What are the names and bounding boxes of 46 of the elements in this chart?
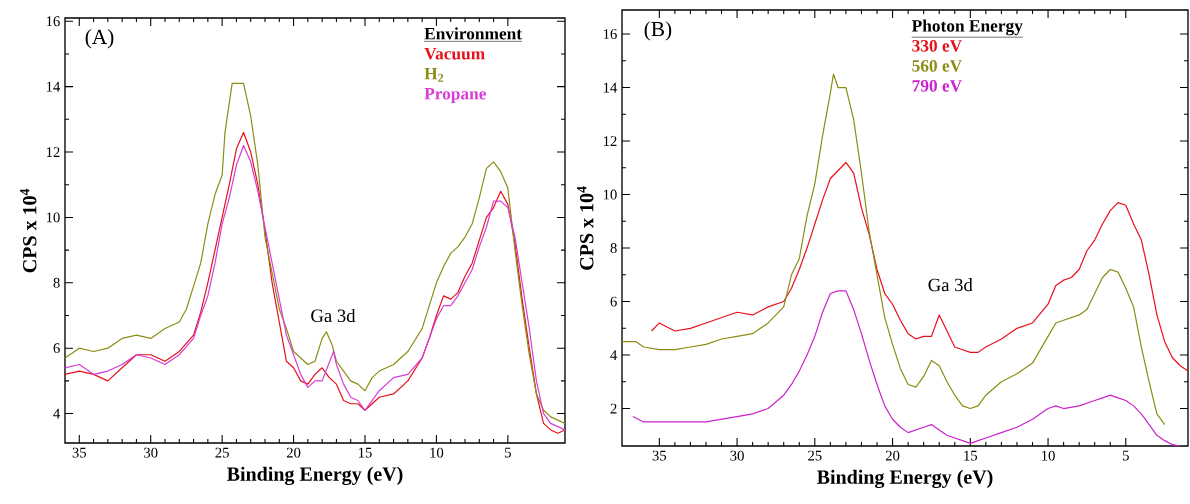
y-tick-label: 14	[603, 82, 618, 93]
x-tick-label: 15	[964, 450, 978, 461]
x-tick-label: 15	[358, 447, 372, 458]
annotation: Ga 3d	[928, 278, 973, 292]
y-tick-label: 4	[610, 350, 618, 360]
text: 330 eV	[912, 39, 962, 52]
legend-title: Environment	[424, 27, 522, 40]
x-tick-label: 25	[808, 450, 822, 461]
y-tick-label: 12	[603, 136, 617, 146]
annotation: (B)	[644, 21, 672, 41]
x-tick-label: 35	[72, 447, 87, 458]
x-tick-label: 10	[1042, 450, 1055, 461]
y-tick-label: 6	[610, 296, 617, 307]
y-tick-label: 16	[46, 16, 60, 27]
annotation: Ga 3d	[311, 308, 356, 323]
x-tick-label: 5	[505, 447, 511, 458]
annotation: (A)	[85, 29, 114, 49]
y-tick-label: 14	[46, 81, 61, 92]
y-tick-label: 10	[46, 212, 60, 223]
text: Propane	[424, 87, 486, 104]
x-tick-label: 25	[215, 447, 229, 458]
text: Vacuum	[424, 47, 485, 60]
x-tick-label: 20	[286, 447, 301, 458]
y-tick-label: 10	[603, 189, 617, 200]
x-tick-label: 20	[885, 450, 900, 461]
y-tick-label: 4	[53, 408, 61, 419]
text: 560 eV	[912, 59, 962, 72]
text: 790 eV	[912, 79, 962, 92]
x-tick-label: 30	[144, 447, 158, 458]
legend-title: Photon Energy	[911, 19, 1023, 36]
y-tick-label: 16	[603, 29, 617, 39]
y-tick-label: 2	[610, 403, 617, 414]
y-tick-label: 8	[53, 277, 60, 288]
line-series	[622, 73, 1166, 426]
x-axis-title: Binding Energy (eV)	[816, 469, 993, 489]
x-axis-title: Binding Energy (eV)	[226, 466, 403, 486]
y-tick-label: 12	[46, 147, 60, 157]
y-axis-title: CPS x 10$^{4}$	[20, 188, 37, 273]
x-tick-label: 30	[730, 450, 744, 461]
x-tick-label: 5	[1123, 450, 1129, 461]
x-tick-label: 35	[652, 450, 667, 461]
y-axis-title: CPS x 10$^{4}$	[577, 186, 594, 270]
y-tick-label: 8	[610, 243, 617, 254]
y-tick-label: 6	[53, 343, 60, 354]
text: H$_{2}$	[424, 67, 444, 82]
x-tick-label: 10	[430, 447, 444, 458]
